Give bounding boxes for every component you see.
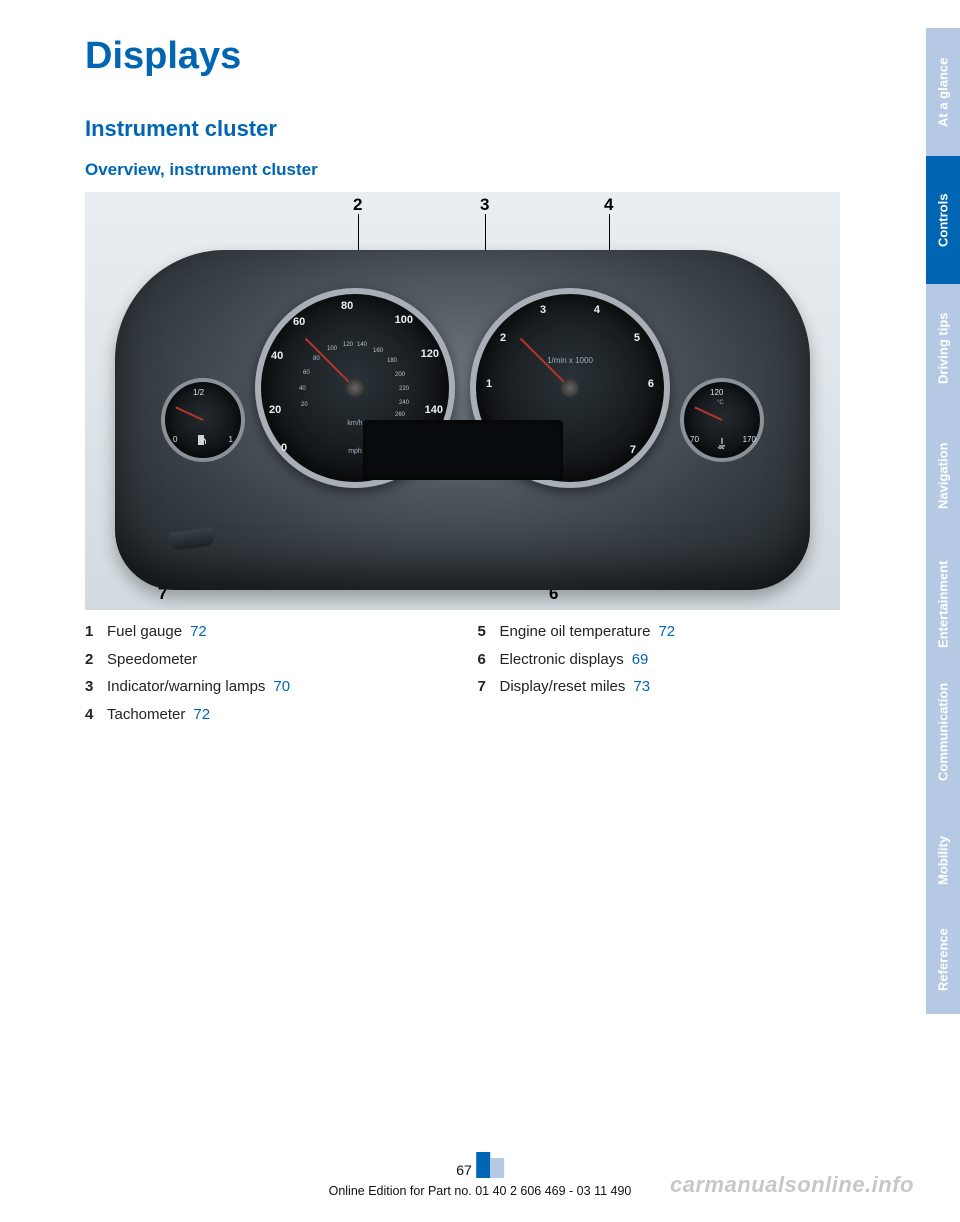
legend-text: Display/reset miles [500,677,626,697]
tach-label: 1/min x 1000 [476,356,664,365]
center-lcd [363,420,563,480]
tab-entertainment[interactable]: Entertainment [926,540,960,668]
speedo-inner: 80 [313,356,320,362]
legend-text: Speedometer [107,650,197,670]
legend-text: Electronic displays [500,650,624,670]
watermark: carmanualsonline.info [670,1172,914,1198]
speedo-inner: 220 [399,386,409,392]
speedo-tick: 100 [395,314,413,326]
speedo-inner: 160 [373,348,383,354]
legend-num: 3 [85,677,107,697]
fuel-pump-icon [196,434,210,448]
page-ref-link[interactable]: 72 [193,705,210,725]
page-ref-link[interactable]: 72 [658,622,675,642]
speedo-tick: 40 [271,350,283,362]
tach-tick: 5 [634,332,640,344]
page-number-block: 67 [456,1152,504,1178]
fuel-tick: 0 [173,435,177,444]
section-tabs: At a glance Controls Driving tips Naviga… [926,28,960,1014]
speedo-inner: 120 [343,342,353,348]
temp-gauge: 70 120 170 °C [680,378,764,462]
fuel-gauge: 0 1/2 1 [161,378,245,462]
page-ref-link[interactable]: 70 [273,677,290,697]
temp-tick: 170 [743,435,756,444]
legend-num: 6 [478,650,500,670]
page-number: 67 [456,1162,472,1178]
subsection-heading: Overview, instrument cluster [85,160,840,180]
tab-reference[interactable]: Reference [926,924,960,1014]
page-ref-link[interactable]: 72 [190,622,207,642]
tach-tick: 4 [594,304,600,316]
dashboard-shell: 0 20 40 60 80 100 120 140 160 km/h mph 2… [115,250,810,590]
figure-legend: 1Fuel gauge 72 2Speedometer 3Indicator/wa… [85,622,840,732]
tach-hub [561,379,579,397]
page-bar-light [490,1158,504,1178]
speedo-hub [346,379,364,397]
page-ref-link[interactable]: 73 [633,677,650,697]
legend-num: 4 [85,705,107,725]
thermometer-icon [715,436,729,450]
callout-3: 3 [480,195,489,214]
tab-controls[interactable]: Controls [926,156,960,284]
tach-tick: 3 [540,304,546,316]
tach-tick: 7 [630,444,636,456]
legend-num: 1 [85,622,107,642]
speedo-inner: 60 [303,370,310,376]
temp-tick: 120 [710,388,723,397]
speedo-tick: 20 [269,404,281,416]
temp-tick: 70 [690,435,699,444]
tach-tick: 2 [500,332,506,344]
fuel-needle [175,406,203,420]
legend-text: Fuel gauge [107,622,182,642]
temp-unit: °C [717,400,724,406]
fuel-tick: 1 [229,435,233,444]
callout-2: 2 [353,195,362,214]
tab-driving-tips[interactable]: Driving tips [926,284,960,412]
speedo-tick: 120 [421,348,439,360]
fuel-tick: 1/2 [193,388,204,397]
temp-needle [694,406,722,420]
legend-num: 2 [85,650,107,670]
speedo-inner: 260 [395,412,405,418]
tab-communication[interactable]: Communication [926,668,960,796]
tach-tick: 6 [648,378,654,390]
speedo-inner: 40 [299,386,306,392]
speedo-inner: 240 [399,400,409,406]
speedo-tick: 80 [341,300,353,312]
speedo-inner: 200 [395,372,405,378]
page-ref-link[interactable]: 69 [632,650,649,670]
legend-text: Indicator/warning lamps [107,677,265,697]
speedo-tick: 140 [425,404,443,416]
speedo-inner: 100 [327,346,337,352]
speedo-tick: 60 [293,316,305,328]
tab-navigation[interactable]: Navigation [926,412,960,540]
speedo-inner: 180 [387,358,397,364]
page-title: Displays [85,35,840,78]
legend-num: 7 [478,677,500,697]
trip-reset-button [168,527,216,551]
tach-tick: 1 [486,378,492,390]
instrument-cluster-figure: 1 2 3 4 5 6 7 0 20 40 60 80 100 120 1 4 0 … [85,192,840,610]
legend-text: Engine oil temperature [500,622,651,642]
speedo-inner: 140 [357,342,367,348]
section-heading: Instrument cluster [85,116,840,142]
speedo-inner: 20 [301,402,308,408]
legend-num: 5 [478,622,500,642]
page-bar-dark [476,1152,490,1178]
tab-mobility[interactable]: Mobility [926,796,960,924]
callout-4: 4 [604,195,613,214]
legend-text: Tachometer [107,705,185,725]
tab-at-a-glance[interactable]: At a glance [926,28,960,156]
